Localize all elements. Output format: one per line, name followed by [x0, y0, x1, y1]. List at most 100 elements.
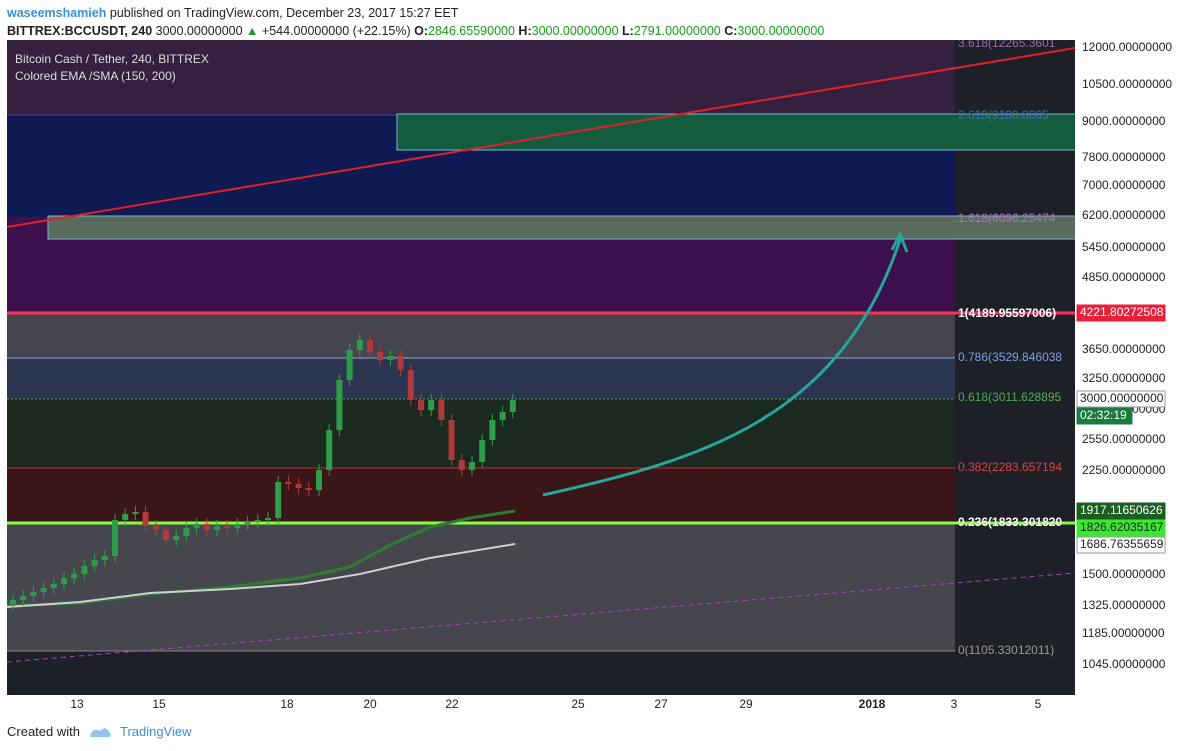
time-label: 3 [951, 697, 958, 711]
candle [367, 340, 373, 352]
candle [183, 528, 190, 536]
fib-label: 0.786(3529.846038 [958, 350, 1062, 364]
time-label: 5 [1035, 697, 1042, 711]
c: 3000.00000000 [737, 24, 825, 38]
header: waseemshamieh published on TradingView.c… [7, 4, 824, 40]
price-badge-label: 1826.62035167 [1080, 520, 1164, 534]
h: 3000.00000000 [531, 24, 619, 38]
price-label: 10500.00000000 [1082, 77, 1172, 91]
candle [499, 412, 506, 420]
price-badge [1076, 502, 1166, 520]
candle [346, 350, 353, 380]
candle [469, 462, 475, 470]
candle [193, 524, 200, 528]
time-label: 18 [280, 697, 294, 711]
fib-label: 1.618(6096.25474 [958, 211, 1056, 225]
price-badge [1076, 390, 1166, 408]
price-label: 1185.00000000 [1082, 626, 1165, 640]
price-label: 3650.00000000 [1082, 342, 1166, 356]
price-badge-label: 1917.11650626 [1080, 503, 1163, 517]
time-label: 22 [445, 697, 459, 711]
price-label: 1325.00000000 [1082, 598, 1166, 612]
price-label: 5450.00000000 [1082, 240, 1166, 254]
candle [377, 352, 384, 360]
candle [173, 536, 180, 540]
price-axis [1075, 40, 1177, 695]
price-label: 4850.00000000 [1082, 270, 1166, 284]
time-label: 2018 [859, 697, 886, 711]
symbol: BITTREX:BCCUSDT, 240 [7, 24, 153, 38]
candle [101, 556, 108, 560]
candle [509, 400, 516, 412]
candles [10, 334, 516, 610]
price-label: 6200.00000000 [1082, 208, 1166, 222]
candle [50, 584, 57, 588]
time-label: 29 [739, 697, 753, 711]
chart: Bitcoin Cash / Tether, 240, BITTREX Colo… [7, 40, 1177, 715]
fib-label: 1(4189.95597006) [958, 306, 1056, 320]
time-label: 15 [152, 697, 166, 711]
brand[interactable]: TradingView [119, 724, 192, 739]
candle [163, 530, 169, 540]
candle [428, 400, 435, 410]
time-axis [7, 695, 1075, 715]
price-badge [1076, 304, 1166, 322]
candle [20, 596, 27, 600]
candle [275, 482, 282, 518]
footer: Created with TradingView [7, 724, 192, 739]
time-label: 25 [571, 697, 585, 711]
fib-labels: 3.618(12265.3601 2.618(9180.8805 1.618(609… [958, 40, 1062, 657]
candle [234, 524, 241, 528]
candle [142, 512, 149, 526]
candle [265, 518, 271, 520]
price-label: 7000.00000000 [1082, 178, 1166, 192]
price-label: 1045.00000000 [1082, 657, 1166, 671]
candle [91, 560, 98, 566]
candle [448, 420, 455, 460]
c-label: C: [724, 24, 738, 38]
price-badge [1076, 407, 1133, 425]
candle [61, 578, 67, 584]
candle [132, 512, 139, 514]
candle [244, 522, 251, 524]
fib-label: 2.618(9180.8805 [958, 108, 1049, 122]
time-label: 20 [363, 697, 377, 711]
price-label: 2550.00000000 [1082, 432, 1166, 446]
candle [112, 520, 118, 556]
candle [397, 356, 404, 370]
o-label: O: [414, 24, 429, 38]
legend-title: Bitcoin Cash / Tether, 240, BITTREX [15, 52, 209, 66]
candle [254, 520, 261, 522]
price-label: 9000.00000000 [1082, 114, 1166, 128]
last: 3000.00000000 [155, 24, 243, 38]
candle [479, 440, 486, 462]
price-label: 2250.00000000 [1082, 463, 1166, 477]
zones [7, 40, 1075, 663]
logo [89, 727, 111, 737]
time-label: 13 [70, 697, 84, 711]
legend-indicator: Colored EMA /SMA (150, 200) [15, 69, 176, 83]
candle [10, 600, 16, 604]
candle [214, 526, 220, 530]
candle [285, 482, 292, 484]
fib-label: 0.236(1833.301820 [958, 515, 1062, 529]
l: 2791.00000000 [633, 24, 721, 38]
candle [458, 460, 465, 470]
author[interactable]: waseemshamieh [7, 6, 107, 20]
candle [438, 400, 445, 420]
price-label: 7800.00000000 [1082, 150, 1166, 164]
candle [305, 488, 312, 490]
h-label: H: [518, 24, 532, 38]
candle [203, 524, 210, 530]
candle [81, 566, 88, 574]
price-badge [1076, 536, 1166, 554]
fib-label: 0(1105.33012011) [958, 643, 1054, 657]
created: Created with [7, 724, 80, 739]
l-label: L: [622, 24, 634, 38]
candle [418, 400, 424, 410]
candle [295, 484, 302, 488]
candle [122, 514, 129, 520]
arrow: ▲ [246, 24, 259, 38]
change: +544.00000000 (+22.15%) [261, 24, 411, 38]
price-badge [1076, 519, 1166, 537]
